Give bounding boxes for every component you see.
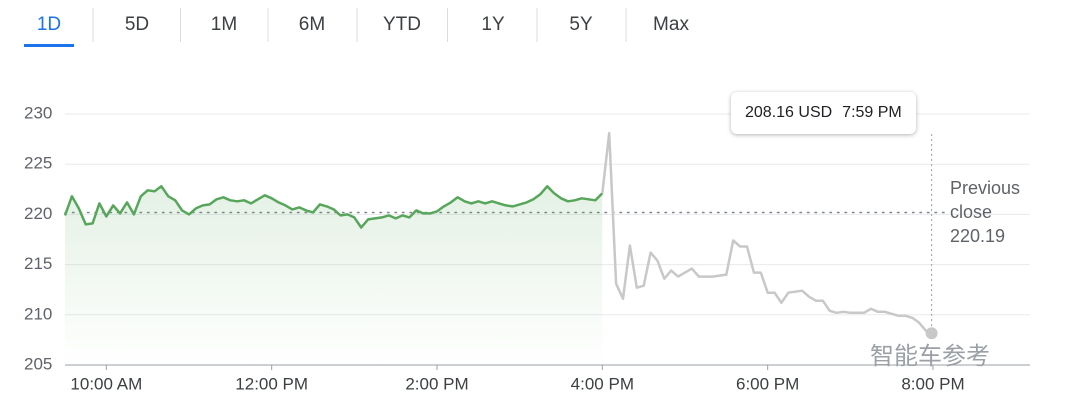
y-tick-label: 215 <box>24 254 52 273</box>
area <box>65 186 603 365</box>
tab[interactable]: YTD <box>383 14 421 35</box>
tooltip-time: 7:59 PM <box>842 104 902 121</box>
tooltip: 208.16 USD 7:59 PM <box>731 92 916 134</box>
tab[interactable]: Max <box>653 14 689 35</box>
tab[interactable]: 1Y <box>481 14 505 35</box>
previous-close-text: Previous close <box>950 178 1021 222</box>
previous-close-label: Previous close 220.19 <box>950 176 1040 248</box>
y-tick-label: 225 <box>24 154 52 173</box>
y-tick-label: 230 <box>24 103 52 122</box>
tab[interactable]: 5Y <box>569 14 593 35</box>
tab[interactable]: 1D <box>37 14 61 35</box>
x-tick-label: 6:00 PM <box>736 374 799 393</box>
y-tick-label: 205 <box>24 354 52 373</box>
tab[interactable]: 1M <box>211 14 237 35</box>
y-tick-label: 210 <box>24 304 52 323</box>
tab-underline <box>24 44 74 47</box>
previous-close-value: 220.19 <box>950 226 1006 246</box>
tab[interactable]: 6M <box>299 14 325 35</box>
x-tick-label: 2:00 PM <box>405 374 468 393</box>
x-tick-label: 12:00 PM <box>235 374 308 393</box>
watermark: 智能车参考 <box>870 342 990 370</box>
line <box>63 185 604 229</box>
x-tick-label: 8:00 PM <box>901 374 964 393</box>
y-tick-label: 220 <box>24 204 52 223</box>
line <box>601 131 933 335</box>
x-tick-label: 4:00 PM <box>571 374 634 393</box>
hover-point <box>925 327 938 340</box>
tab[interactable]: 5D <box>125 14 149 35</box>
tooltip-value: 208.16 USD <box>745 104 833 121</box>
x-tick-label: 10:00 AM <box>70 374 142 393</box>
